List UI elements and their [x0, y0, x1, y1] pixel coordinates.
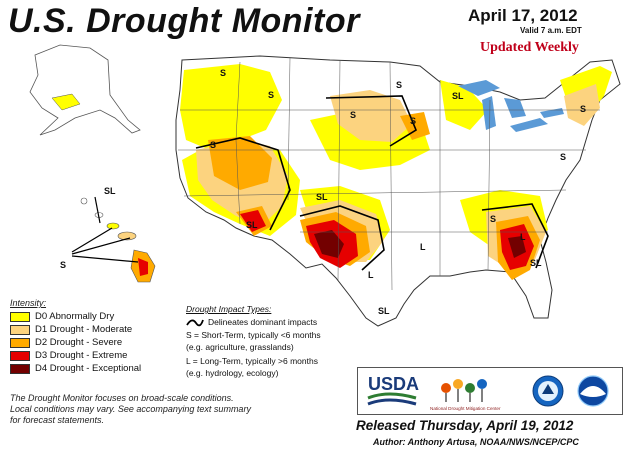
label-s-6: S — [580, 104, 586, 114]
footnote-line-1: The Drought Monitor focuses on broad-sca… — [10, 393, 234, 403]
swatch-d2 — [10, 337, 30, 348]
impact-short-term: S = Short-Term, typically <6 months — [186, 330, 321, 340]
impact-delineates-row: Delineates dominant impacts — [186, 317, 361, 327]
svg-text:National Drought Mitigation Ce: National Drought Mitigation Center — [430, 406, 501, 411]
release-date: Released Thursday, April 19, 2012 — [356, 418, 574, 433]
label-s-7: S — [210, 140, 216, 150]
footnote: The Drought Monitor focuses on broad-sca… — [10, 393, 340, 426]
valid-time: Valid 7 a.m. EDT — [520, 26, 582, 35]
agency-logos: USDA National Drought Mitigation Center — [357, 367, 623, 415]
label-sl-hawaii: SL — [104, 186, 116, 196]
impact-title: Drought Impact Types: — [186, 304, 272, 314]
legend-item-d2: D2 Drought - Severe — [10, 336, 180, 349]
map-date: April 17, 2012 — [468, 6, 578, 25]
swatch-d1 — [10, 324, 30, 335]
label-s-9: S — [490, 214, 496, 224]
legend-label-d0: D0 Abnormally Dry — [35, 311, 115, 322]
logos-strip: USDA National Drought Mitigation Center — [367, 374, 609, 411]
label-s-4: S — [350, 110, 356, 120]
label-s-3: S — [268, 90, 274, 100]
label-s-2: S — [396, 80, 402, 90]
impact-long-term-eg: (e.g. hydrology, ecology) — [186, 368, 279, 378]
hawaii — [71, 196, 156, 283]
impact-long-term: L = Long-Term, typically >6 months — [186, 356, 318, 366]
ndmc-logo: National Drought Mitigation Center — [430, 379, 501, 411]
impact-short-term-eg: (e.g. agriculture, grasslands) — [186, 342, 294, 352]
page-title: U.S. Drought Monitor — [8, 2, 360, 40]
impact-delineates: Delineates dominant impacts — [208, 317, 318, 327]
legend-item-d4: D4 Drought - Exceptional — [10, 362, 180, 375]
label-sl-3: SL — [246, 220, 258, 230]
updated-weekly: Updated Weekly — [480, 40, 579, 55]
label-sl-2: SL — [316, 192, 328, 202]
footnote-line-2: Local conditions may vary. See accompany… — [10, 404, 251, 414]
legend-item-d3: D3 Drought - Extreme — [10, 349, 180, 362]
label-sl-1: SL — [452, 91, 464, 101]
label-l-1: L — [520, 232, 526, 242]
label-sl-5: SL — [530, 258, 542, 268]
impact-line-icon — [186, 319, 204, 327]
swatch-d4 — [10, 363, 30, 374]
legend-title: Intensity: — [10, 298, 47, 308]
swatch-d0 — [10, 311, 30, 322]
legend-label-d4: D4 Drought - Exceptional — [35, 363, 142, 374]
noaa-logo-icon — [577, 375, 609, 407]
impact-types: Drought Impact Types: Delineates dominan… — [186, 304, 361, 382]
doc-seal-icon — [532, 375, 564, 407]
legend-label-d2: D2 Drought - Severe — [35, 337, 123, 348]
legend-label-d3: D3 Drought - Extreme — [35, 350, 128, 361]
legend-label-d1: D1 Drought - Moderate — [35, 324, 133, 335]
label-s-8: S — [560, 152, 566, 162]
label-s-1: S — [220, 68, 226, 78]
label-s-hawaii: S — [60, 260, 66, 270]
swatch-d3 — [10, 350, 30, 361]
label-l-3: L — [420, 242, 426, 252]
legend-item-d0: D0 Abnormally Dry — [10, 310, 180, 323]
label-sl-4: SL — [378, 306, 390, 316]
svg-text:USDA: USDA — [368, 374, 419, 394]
conus — [175, 55, 621, 327]
legend-item-d1: D1 Drought - Moderate — [10, 323, 180, 336]
alaska — [29, 44, 141, 136]
footnote-line-3: for forecast statements. — [10, 415, 105, 425]
usda-logo: USDA — [367, 374, 419, 406]
label-l-2: L — [368, 270, 374, 280]
author: Author: Anthony Artusa, NOAA/NWS/NCEP/CP… — [373, 437, 579, 447]
label-s-5: S — [410, 116, 416, 126]
intensity-legend: Intensity: D0 Abnormally Dry D1 Drought … — [10, 298, 180, 375]
